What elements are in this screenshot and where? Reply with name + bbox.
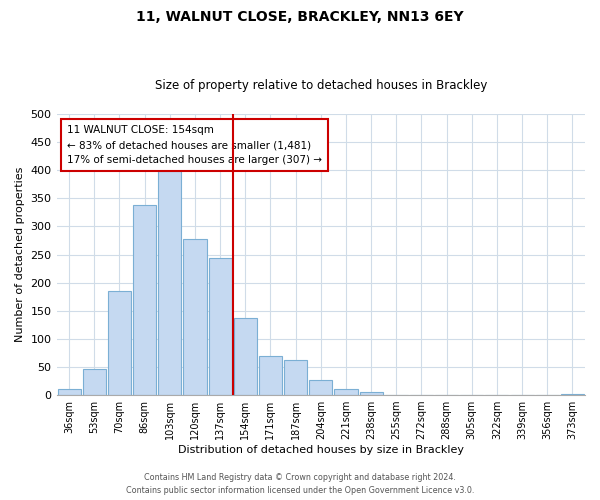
Bar xyxy=(184,240,206,395)
Bar xyxy=(385,394,408,395)
Bar xyxy=(158,172,181,395)
Bar xyxy=(209,258,232,395)
Bar xyxy=(334,390,358,395)
Title: Size of property relative to detached houses in Brackley: Size of property relative to detached ho… xyxy=(155,79,487,92)
Bar xyxy=(284,360,307,395)
Bar xyxy=(58,390,80,395)
Bar xyxy=(309,380,332,395)
Text: Contains HM Land Registry data © Crown copyright and database right 2024.
Contai: Contains HM Land Registry data © Crown c… xyxy=(126,474,474,495)
X-axis label: Distribution of detached houses by size in Brackley: Distribution of detached houses by size … xyxy=(178,445,464,455)
Bar xyxy=(108,291,131,395)
Bar xyxy=(359,392,383,395)
Bar xyxy=(83,368,106,395)
Bar xyxy=(234,318,257,395)
Y-axis label: Number of detached properties: Number of detached properties xyxy=(15,167,25,342)
Text: 11 WALNUT CLOSE: 154sqm
← 83% of detached houses are smaller (1,481)
17% of semi: 11 WALNUT CLOSE: 154sqm ← 83% of detache… xyxy=(67,125,322,165)
Bar xyxy=(259,356,282,395)
Text: 11, WALNUT CLOSE, BRACKLEY, NN13 6EY: 11, WALNUT CLOSE, BRACKLEY, NN13 6EY xyxy=(136,10,464,24)
Bar xyxy=(561,394,584,395)
Bar xyxy=(133,205,156,395)
